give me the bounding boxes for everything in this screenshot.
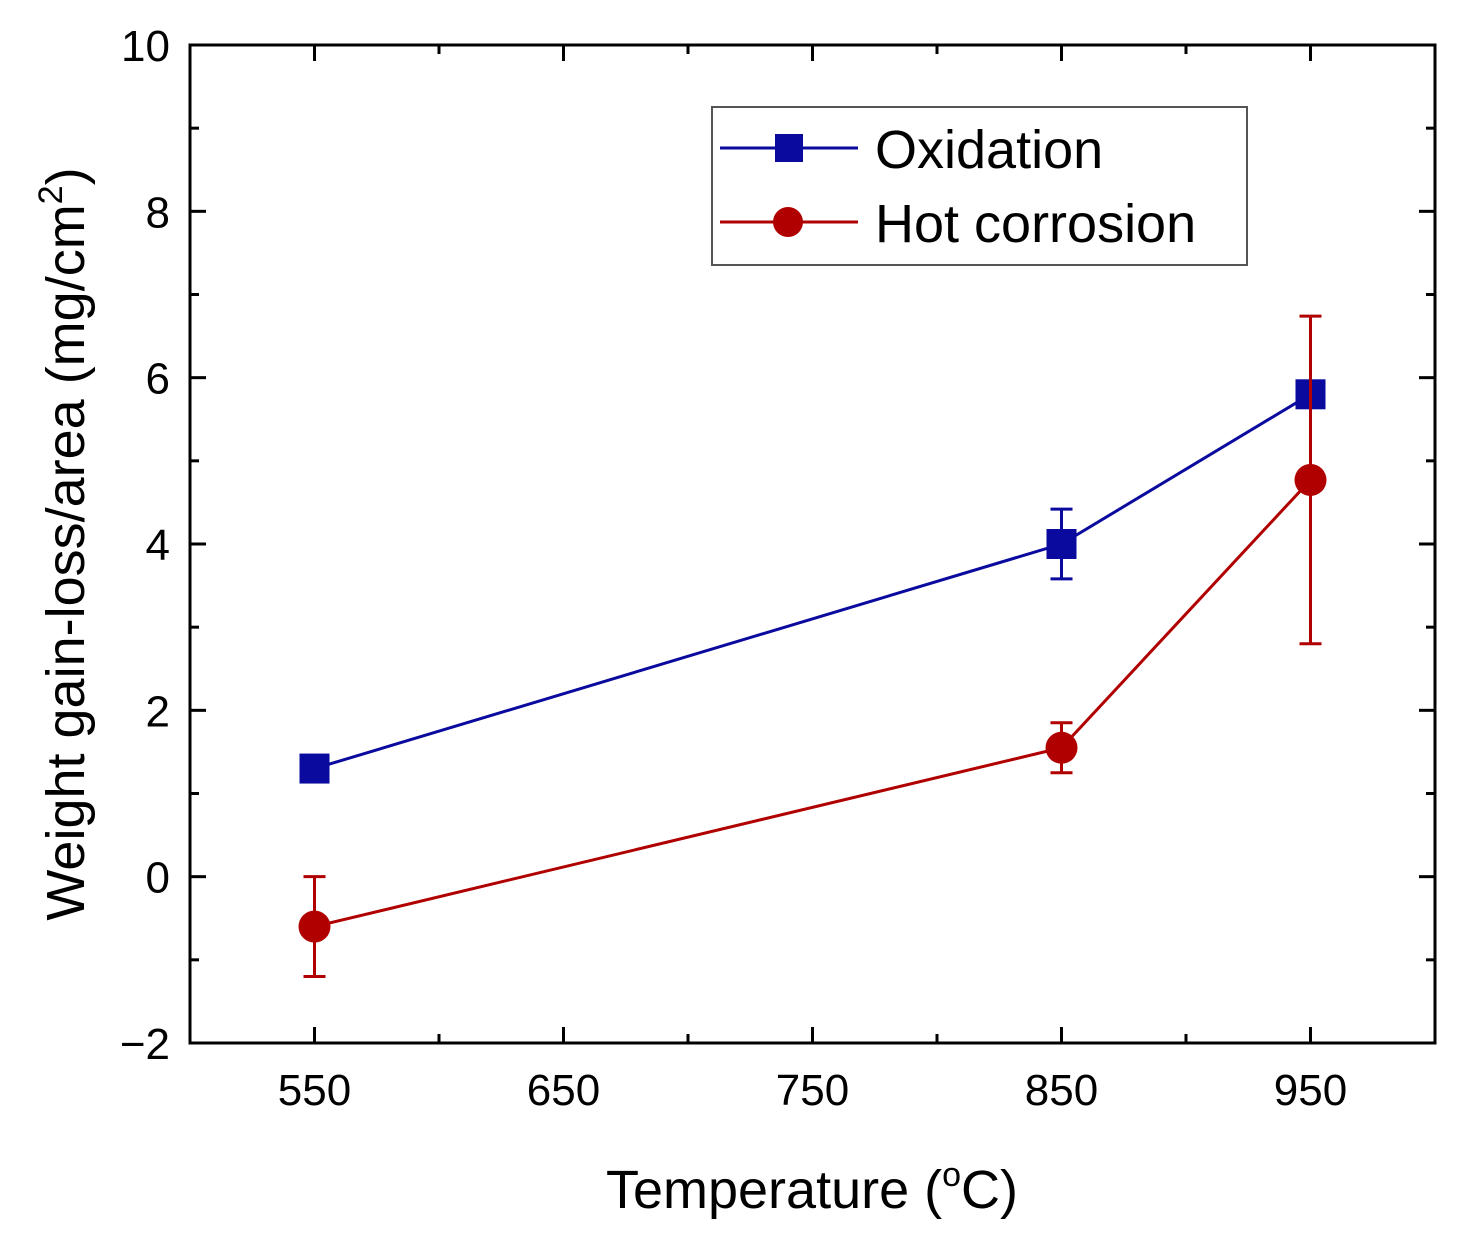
legend-label-oxidation: Oxidation [875,120,1103,180]
y-tick-label: 0 [146,854,170,903]
axis-ticks: 550 650 750 850 950 −2 0 2 4 6 8 10 [120,22,1435,1115]
data-point-hot-corrosion [1045,731,1078,764]
x-tick-label: 550 [278,1066,351,1115]
legend-marker-oxidation [775,134,803,162]
data-point-oxidation [1046,529,1077,559]
legend-marker-hot-corrosion [773,207,803,237]
x-tick-label: 650 [527,1066,600,1115]
data-point-hot-corrosion [1294,463,1327,496]
x-axis-title: Temperature (oC) [606,1156,1018,1220]
series-layer [298,314,1327,978]
legend: Oxidation Hot corrosion [711,106,1248,266]
x-tick-label: 950 [1274,1066,1347,1115]
x-tick-label: 750 [776,1066,849,1115]
y-tick-label: 8 [146,188,170,237]
y-tick-label: 10 [121,22,170,71]
y-tick-label: 4 [146,521,170,570]
y-axis-title: Weight gain-loss/area (mg/cm2) [32,167,96,920]
data-point-hot-corrosion [298,910,331,943]
x-tick-label: 850 [1025,1066,1098,1115]
series-line-hot-corrosion [314,478,1312,929]
y-tick-label: 6 [146,355,170,404]
legend-label-hot-corrosion: Hot corrosion [875,194,1196,254]
y-tick-label: 2 [146,687,170,736]
y-tick-label: −2 [120,1020,170,1069]
series-line-oxidation [314,393,1312,770]
legend-box [711,106,1248,266]
data-point-oxidation [299,753,330,784]
